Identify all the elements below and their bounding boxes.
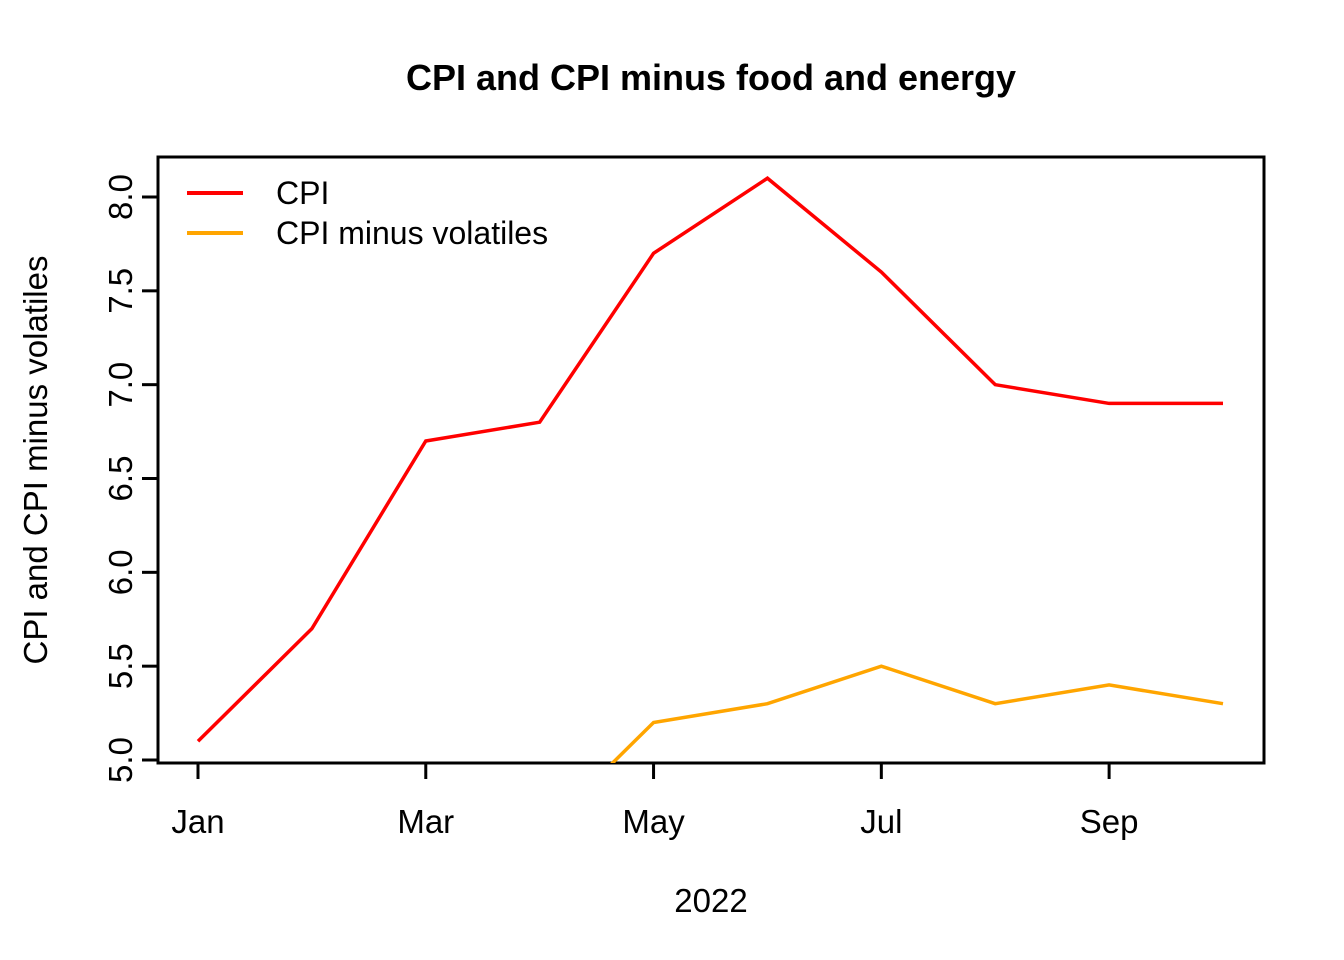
- series-line-cpi-minus-volatiles: [610, 664, 1224, 763]
- legend-label-cpi: CPI: [276, 175, 330, 211]
- plot-box: [156, 155, 1266, 765]
- x-axis-label: 2022: [674, 882, 748, 919]
- legend-item-cpi: CPI: [187, 173, 548, 213]
- chart-title: CPI and CPI minus food and energy: [405, 57, 1017, 98]
- series-line-cpi: [196, 176, 1223, 743]
- legend-line-cpi-minus-volatiles: [187, 231, 243, 235]
- x-tick-label: Jul: [860, 803, 902, 840]
- legend-label-cpi-minus-volatiles: CPI minus volatiles: [276, 215, 549, 251]
- legend: CPI CPI minus volatiles: [187, 173, 548, 253]
- x-tick-label: Jan: [171, 803, 224, 840]
- y-tick-label: 8.0: [102, 174, 139, 220]
- y-tick-label: 6.0: [102, 549, 139, 595]
- x-tick-label: Mar: [397, 803, 454, 840]
- x-tick-label: Sep: [1080, 803, 1139, 840]
- y-tick-label: 5.0: [102, 737, 139, 783]
- legend-item-cpi-minus-volatiles: CPI minus volatiles: [187, 213, 548, 253]
- x-tick-label: May: [622, 803, 685, 840]
- legend-line-cpi: [187, 191, 243, 195]
- y-tick-label: 5.5: [102, 643, 139, 689]
- y-tick-label: 7.0: [102, 362, 139, 408]
- y-tick-label: 7.5: [102, 268, 139, 314]
- y-tick-label: 6.5: [102, 456, 139, 502]
